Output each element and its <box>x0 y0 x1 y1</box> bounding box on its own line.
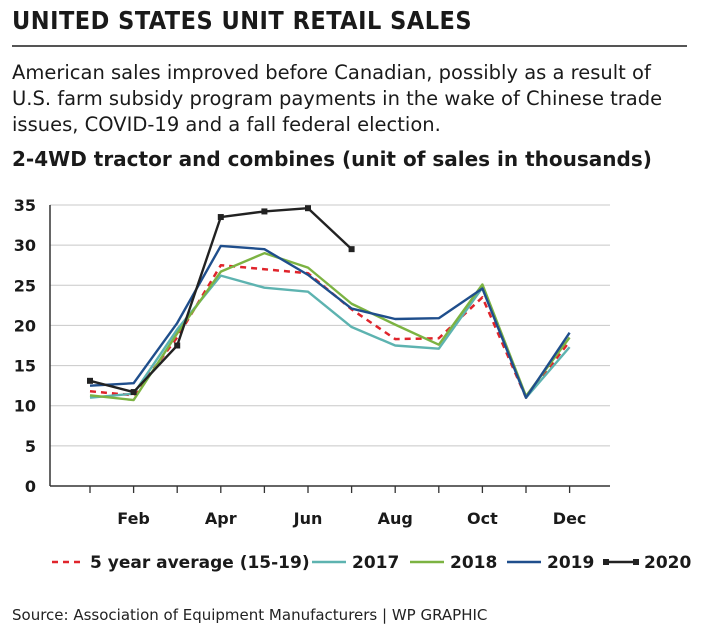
data-point-2020 <box>261 208 268 215</box>
legend-marker <box>633 559 639 565</box>
y-tick-label: 15 <box>14 357 36 376</box>
y-tick-label: 30 <box>14 236 36 255</box>
source-note: Source: Association of Equipment Manufac… <box>12 606 488 624</box>
series-line-2020 <box>89 207 353 394</box>
y-tick-label: 35 <box>14 196 36 215</box>
y-tick-label: 20 <box>14 316 36 335</box>
data-point-2020 <box>130 389 137 396</box>
line-chart: 0 5 10 15 20 25 30 35 Feb Apr Jun Aug Oct Dec 5 year … <box>14 196 692 573</box>
legend: 5 year average (15-19) 2017 2018 2019 2020 <box>52 553 691 573</box>
x-tick-label: Jun <box>293 509 323 528</box>
series-line-2018 <box>89 251 571 402</box>
legend-label: 2018 <box>450 553 497 573</box>
y-tick-label: 0 <box>25 477 36 496</box>
y-tick-label: 5 <box>25 437 36 456</box>
series-layer <box>87 205 571 402</box>
grid-layer <box>50 204 610 447</box>
y-tick-label: 25 <box>14 276 36 295</box>
axis-layer: 0 5 10 15 20 25 30 35 Feb Apr Jun Aug Oct Dec <box>14 196 610 528</box>
chart-title: UNITED STATES UNIT RETAIL SALES <box>12 6 473 35</box>
title-divider <box>12 45 687 47</box>
chart-description: American sales improved before Canadian,… <box>12 61 663 136</box>
legend-label: 2019 <box>547 553 594 573</box>
data-point-2020 <box>217 214 224 221</box>
legend-label: 2017 <box>352 553 399 573</box>
x-tick-label: Apr <box>205 509 237 528</box>
x-tick-label: Feb <box>117 509 150 528</box>
legend-label: 2020 <box>644 553 691 573</box>
data-point-2020 <box>305 205 311 212</box>
series-line-2019 <box>89 244 571 399</box>
data-point-2020 <box>348 246 355 253</box>
chart-subtitle: 2-4WD tractor and combines (unit of sale… <box>12 147 652 171</box>
data-point-2020 <box>174 342 181 349</box>
y-tick-label: 10 <box>14 397 36 416</box>
series-line-2017 <box>89 274 571 399</box>
x-tick-label: Dec <box>553 509 587 528</box>
series-line-5-average <box>89 263 571 399</box>
legend-label: 5 year average (15-19) <box>90 553 310 573</box>
legend-marker <box>603 559 609 565</box>
x-tick-label: Oct <box>467 509 498 528</box>
x-tick-label: Aug <box>378 509 413 528</box>
data-point-2020 <box>87 377 93 384</box>
